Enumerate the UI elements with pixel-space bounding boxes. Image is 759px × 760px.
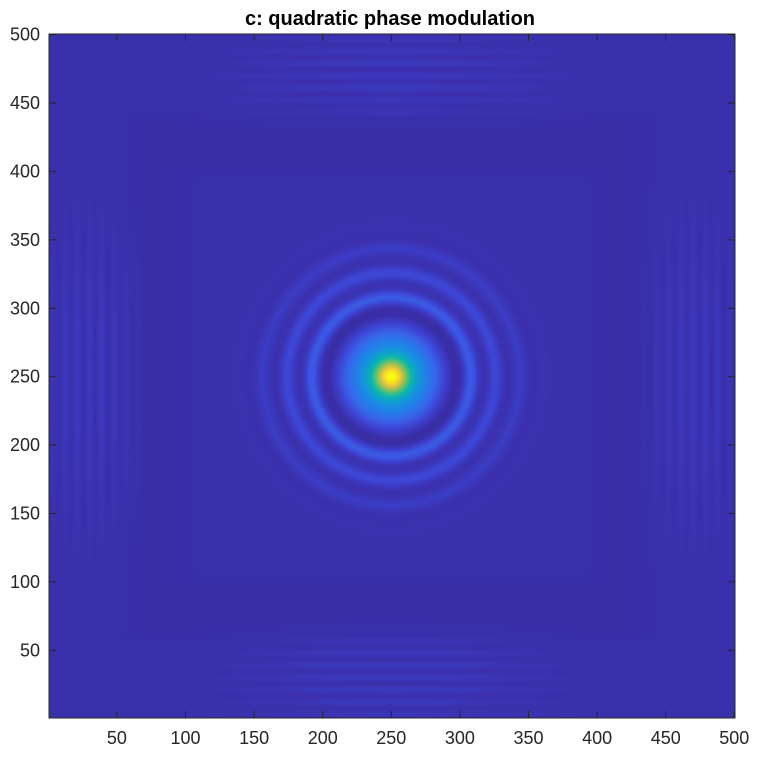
y-tick-label: 50 xyxy=(20,640,40,660)
x-tick-label: 250 xyxy=(376,728,406,748)
y-tick-label: 350 xyxy=(10,230,40,250)
y-tick-label: 300 xyxy=(10,298,40,318)
y-tick-label: 150 xyxy=(10,503,40,523)
y-tick-label: 250 xyxy=(10,367,40,387)
plot-area xyxy=(48,33,736,719)
x-tick-label: 450 xyxy=(651,728,681,748)
x-tick-label: 150 xyxy=(239,728,269,748)
y-axis: 50 100 150 200 250 300 350 400 450 500 xyxy=(10,25,735,660)
x-tick-label: 300 xyxy=(445,728,475,748)
y-tick-label: 400 xyxy=(10,161,40,181)
chart-title: c: quadratic phase modulation xyxy=(245,8,535,30)
heatmap-image xyxy=(49,34,735,718)
x-axis: 50 100 150 200 250 300 350 400 450 500 xyxy=(107,34,749,748)
x-tick-label: 100 xyxy=(170,728,200,748)
x-tick-label: 50 xyxy=(107,728,127,748)
y-tick-label: 500 xyxy=(10,25,40,45)
x-tick-label: 350 xyxy=(513,728,543,748)
x-tick-label: 200 xyxy=(308,728,338,748)
axes-box xyxy=(48,33,736,719)
y-tick-label: 100 xyxy=(10,572,40,592)
y-tick-label: 200 xyxy=(10,435,40,455)
x-tick-label: 400 xyxy=(582,728,612,748)
y-tick-label: 450 xyxy=(10,93,40,113)
x-tick-label: 500 xyxy=(719,728,749,748)
